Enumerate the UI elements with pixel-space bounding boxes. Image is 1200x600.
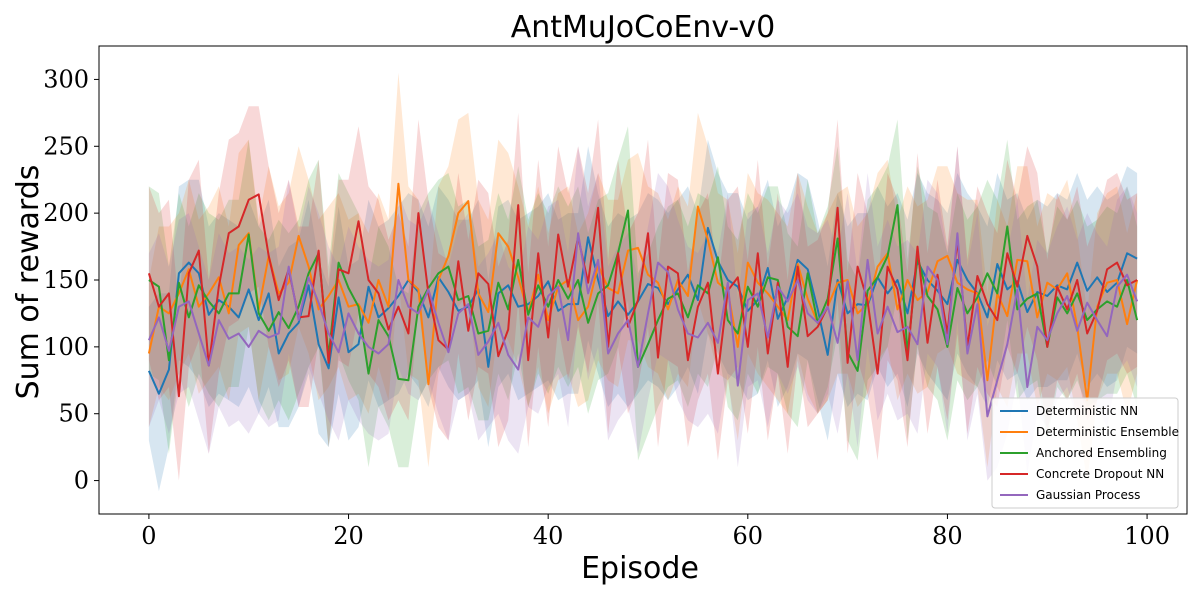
- y-tick-label: 100: [43, 333, 89, 361]
- y-axis-label: Sum of rewards: [11, 165, 46, 400]
- band-series-1: [148, 72, 1138, 481]
- series-lines: [147, 182, 1139, 418]
- x-tick-label: 0: [141, 522, 156, 550]
- x-tick-label: 80: [932, 522, 963, 550]
- x-tick-label: 20: [333, 522, 364, 550]
- x-axis-label: Episode: [581, 551, 699, 586]
- legend-label: Concrete Dropout NN: [1036, 467, 1164, 481]
- y-tick-label: 300: [43, 65, 89, 93]
- y-tick-label: 50: [58, 400, 89, 428]
- confidence-bands: [148, 72, 1138, 492]
- y-tick-label: 200: [43, 199, 89, 227]
- line-series-0: [147, 226, 1138, 395]
- y-tick-label: 150: [43, 266, 89, 294]
- x-tick-label: 60: [733, 522, 764, 550]
- band-series-4: [148, 146, 1138, 481]
- x-axis-ticks: 0 20 40 60 80 100: [141, 514, 1170, 550]
- legend-label: Deterministic NN: [1036, 404, 1138, 418]
- y-tick-label: 250: [43, 132, 89, 160]
- line-series-4: [147, 232, 1139, 418]
- legend-label: Gaussian Process: [1036, 488, 1140, 502]
- x-tick-label: 100: [1124, 522, 1170, 550]
- legend-label: Anchored Ensembling: [1036, 446, 1167, 460]
- legend-box: [991, 397, 1179, 509]
- line-series-3: [147, 193, 1138, 398]
- legend: Deterministic NN Deterministic Ensemble An…: [991, 397, 1179, 509]
- legend-label: Deterministic Ensemble: [1036, 425, 1179, 439]
- y-tick-label: 0: [74, 467, 89, 495]
- y-axis-ticks: 0 50 100 150 200 250 300: [43, 65, 99, 495]
- x-tick-label: 40: [533, 522, 564, 550]
- chart-title: AntMuJoCoEnv-v0: [511, 10, 775, 45]
- band-series-0: [148, 139, 1138, 492]
